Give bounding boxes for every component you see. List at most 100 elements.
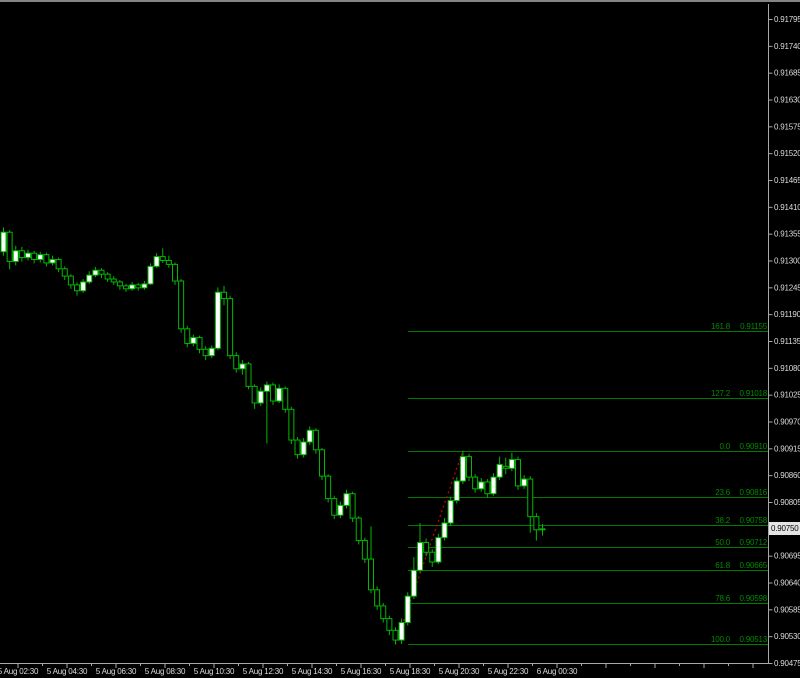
bull-candle-body — [86, 274, 93, 283]
fib-price-label: 0.91155 — [740, 322, 768, 331]
fib-base-trendline[interactable] — [394, 450, 464, 645]
bear-candle-body — [312, 429, 319, 451]
bear-candle-body — [123, 285, 129, 290]
time-axis-label: 5 Aug 04:30 — [47, 667, 88, 676]
price-axis-label: 0.90640 — [774, 579, 800, 588]
fib-retracement[interactable]: 161.8 0.91155 127.2 0.91018 0.0 0.90910 23.6 0.… — [408, 322, 768, 645]
bull-candle-body — [539, 528, 546, 531]
price-axis-label: 0.90805 — [774, 498, 800, 507]
bull-candle-body — [92, 269, 99, 276]
time-axis[interactable]: 5 Aug 02:30 5 Aug 04:30 5 Aug 06:30 5 Aug 0… — [0, 663, 769, 677]
bull-candle-body — [343, 493, 350, 506]
bear-candle-body — [135, 284, 142, 289]
bear-candle-body — [325, 475, 332, 500]
price-axis-label: 0.91630 — [774, 96, 800, 105]
bull-candle-body — [417, 541, 423, 571]
time-axis-label: 5 Aug 20:30 — [439, 667, 480, 676]
bear-candle-body — [98, 269, 105, 275]
bear-candle-body — [227, 298, 234, 357]
price-axis-label: 0.90530 — [774, 632, 800, 641]
bull-candle-body — [453, 480, 460, 502]
bull-candle-body — [496, 463, 503, 478]
price-axis-label: 0.91355 — [774, 230, 800, 239]
price-axis-label: 0.91410 — [774, 203, 800, 212]
fib-price-label: 0.90910 — [739, 442, 767, 451]
bull-candle-body — [49, 259, 56, 264]
fib-level-label: 38.2 — [715, 516, 731, 525]
bear-candle-body — [18, 250, 25, 259]
bear-candle-body — [282, 387, 289, 410]
time-axis-label: 5 Aug 18:30 — [390, 667, 431, 676]
bear-candle-body — [484, 481, 491, 495]
bear-candle-body — [502, 465, 509, 469]
bear-candle-body — [472, 476, 479, 490]
bull-candle-body — [521, 478, 528, 487]
bull-candle-body — [306, 429, 313, 443]
bull-candle-body — [300, 441, 307, 456]
bear-candle-body — [429, 551, 436, 563]
fib-level-label: 161.8 — [711, 322, 731, 331]
time-axis-label: 5 Aug 10:30 — [194, 667, 235, 676]
price-axis-label: 0.91575 — [774, 122, 800, 131]
fib-level-label: 100.0 — [711, 635, 731, 644]
bear-candle-body — [392, 629, 399, 641]
price-axis-label: 0.91465 — [774, 176, 800, 185]
price-axis-label: 0.90860 — [774, 471, 800, 480]
bear-candle-body — [61, 268, 68, 277]
bear-candle-body — [6, 231, 13, 262]
bull-candle-body — [435, 537, 442, 563]
time-axis-label: 5 Aug 12:30 — [243, 667, 284, 676]
time-axis-label: 5 Aug 14:30 — [292, 667, 333, 676]
fib-dotted-baseline[interactable] — [394, 450, 464, 645]
bull-candle-body — [508, 459, 515, 469]
bull-candle-body — [459, 456, 466, 482]
bull-candle-body — [257, 390, 264, 404]
price-axis-label: 0.90915 — [774, 444, 800, 453]
bear-candle-body — [349, 493, 356, 519]
bull-candle-body — [398, 622, 405, 641]
bear-candle-body — [515, 459, 521, 487]
time-axis-label: 5 Aug 08:30 — [145, 667, 186, 676]
fib-level-label: 78.6 — [715, 594, 731, 603]
bear-candle-body — [233, 355, 240, 370]
bull-candle-body — [80, 281, 87, 292]
price-axis-label: 0.90585 — [774, 605, 800, 614]
bull-candle-body — [239, 363, 246, 370]
price-axis-label: 0.91080 — [774, 364, 800, 373]
price-axis[interactable]: 0.91795 0.91740 0.91685 0.91630 0.91575 0.915… — [768, 4, 800, 668]
bull-candle-body — [129, 284, 136, 290]
bear-candle-body — [74, 284, 80, 292]
bull-candle-body — [208, 347, 215, 357]
bear-candle-body — [294, 439, 301, 456]
fib-price-label: 0.91018 — [739, 389, 767, 398]
bull-candle-body — [190, 337, 197, 344]
time-axis-label: 5 Aug 06:30 — [96, 667, 137, 676]
price-axis-label: 0.91685 — [774, 69, 800, 78]
bear-candle-body — [533, 516, 540, 531]
bear-candle-body — [55, 259, 62, 270]
bear-candle-body — [104, 273, 111, 280]
bull-candle-body — [214, 291, 221, 349]
time-axis-label: 5 Aug 02:30 — [0, 667, 39, 676]
price-axis-label: 0.91795 — [774, 15, 800, 24]
fib-level-label: 50.0 — [715, 538, 731, 547]
price-axis-label: 0.91300 — [774, 257, 800, 266]
fib-price-label: 0.90712 — [739, 538, 767, 547]
fib-level-label: 23.6 — [715, 488, 731, 497]
bear-candle-body — [527, 478, 534, 518]
bear-candle-body — [196, 337, 203, 350]
fib-price-label: 0.90598 — [739, 594, 767, 603]
bull-candle-body — [447, 500, 454, 524]
time-axis-label: 5 Aug 16:30 — [341, 667, 382, 676]
bear-candle-body — [355, 517, 362, 542]
bear-candle-body — [386, 618, 393, 631]
bear-candle-body — [288, 408, 295, 441]
fib-price-label: 0.90816 — [739, 488, 767, 497]
price-axis-label: 0.90970 — [774, 418, 800, 427]
price-axis-label: 0.91135 — [774, 337, 800, 346]
fib-price-label: 0.90758 — [739, 516, 767, 525]
price-axis-label: 0.90695 — [774, 552, 800, 561]
bull-candle-body — [12, 250, 19, 262]
